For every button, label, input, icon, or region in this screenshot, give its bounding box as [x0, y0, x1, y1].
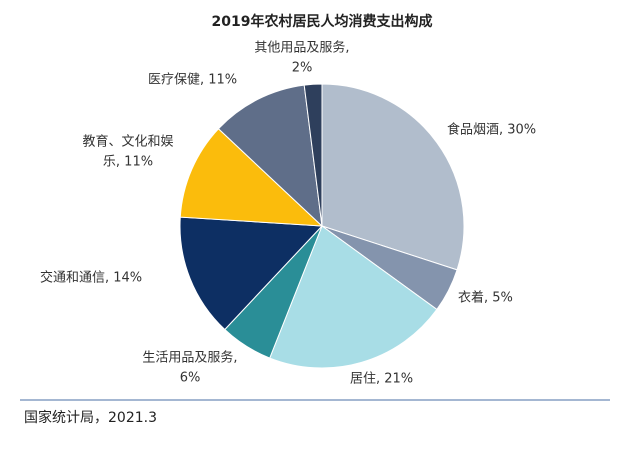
data-label: 其他用品及服务,: [254, 40, 349, 56]
data-label: 乐, 11%: [103, 155, 153, 170]
data-label: 医疗保健, 11%: [148, 73, 237, 88]
data-label: 2%: [292, 61, 313, 76]
chart-title: 2019年农村居民人均消费支出构成: [212, 13, 433, 30]
data-label: 6%: [180, 371, 201, 386]
pie-slice: [269, 225, 438, 369]
data-label: 衣着, 5%: [458, 290, 513, 306]
data-label: 生活用品及服务,: [142, 350, 237, 366]
pie-slice: [303, 83, 323, 227]
data-label: 交通和通信, 14%: [40, 270, 142, 286]
source: 国家统计局，2021.3: [24, 409, 157, 426]
pie-slice: [321, 83, 465, 271]
data-label: 教育、文化和娱: [82, 134, 173, 150]
pie-slice: [217, 84, 323, 228]
data-label: 居住, 21%: [350, 372, 413, 387]
data-label: 食品烟酒, 30%: [447, 122, 536, 138]
pie-slice: [179, 216, 324, 331]
pie-slice: [179, 128, 324, 227]
